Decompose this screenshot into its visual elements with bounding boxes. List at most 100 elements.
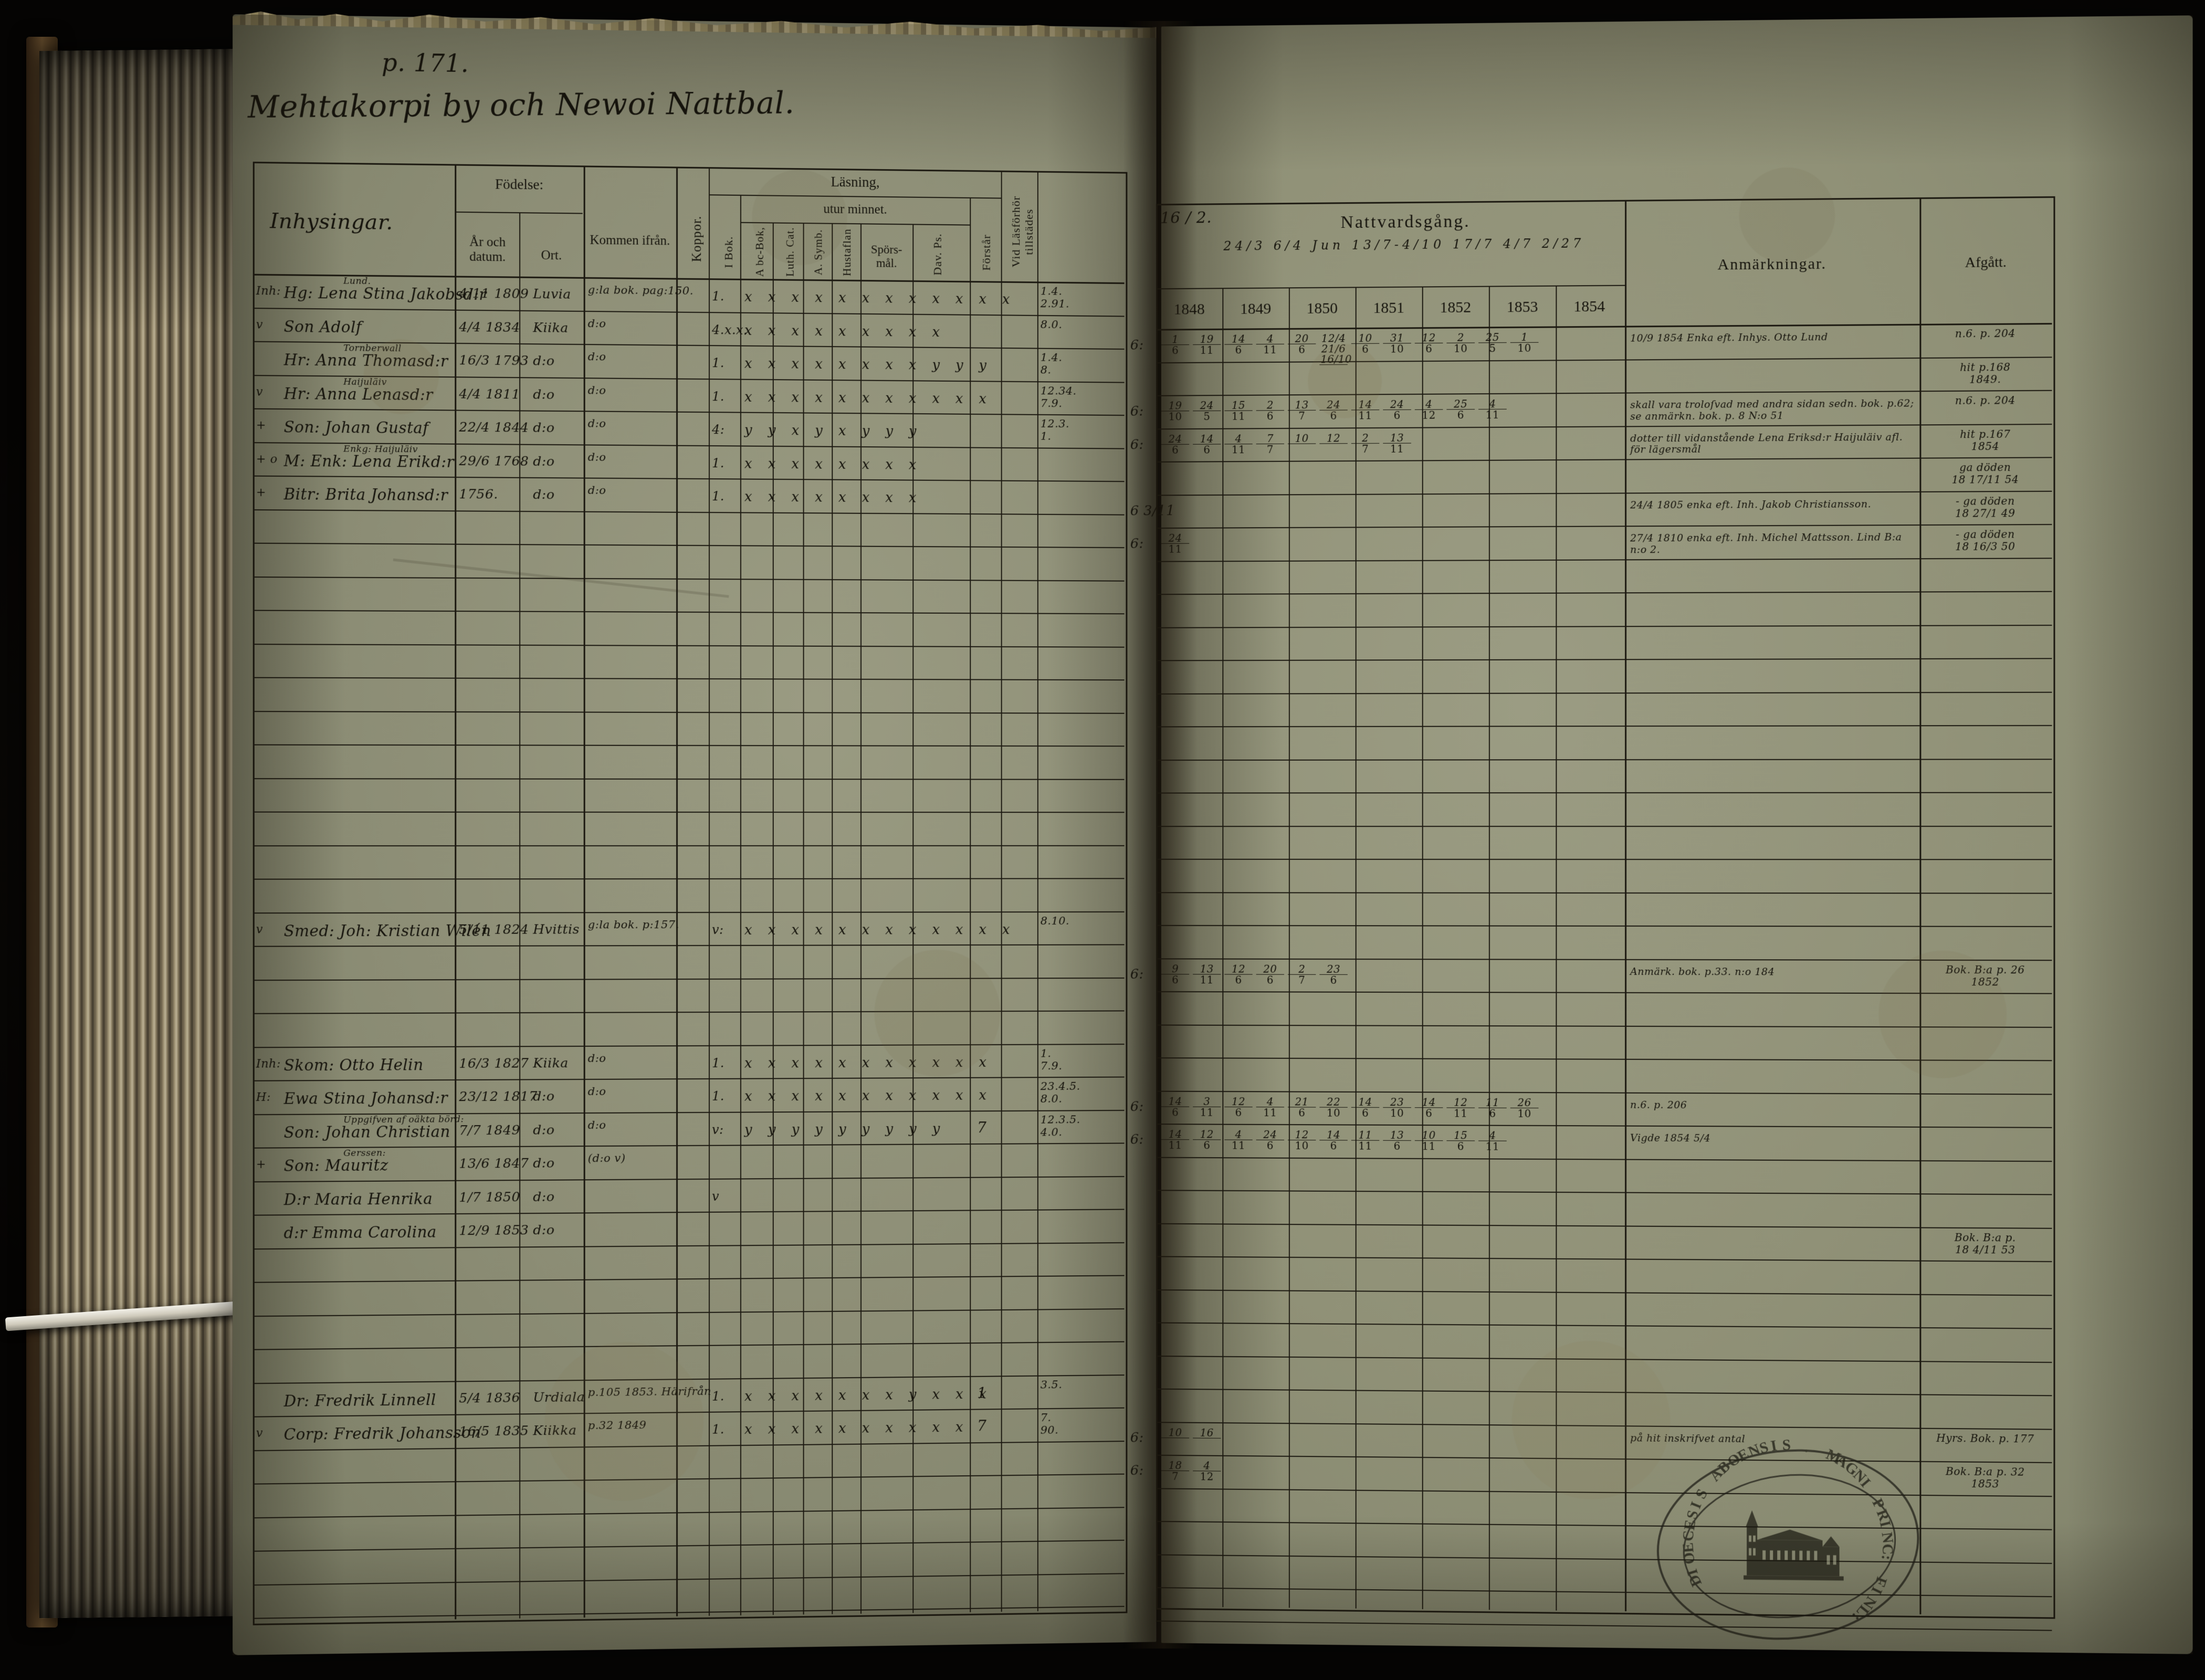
remark-text: Vigde 1854 5/4 [1630,1132,1711,1144]
birth-place: d:o [533,1189,555,1204]
communion-month: 6 [1457,408,1464,422]
communion-date: 12 6 [1224,962,1253,986]
communion-day: 13 [1287,398,1316,411]
communion-date: 25 5 [1478,331,1507,354]
stamp-ring-char: C [1878,1544,1896,1555]
communion-day: 14 [1161,1128,1190,1140]
communion-date: 12 6 [1224,1095,1253,1119]
communion-month: 12 [1200,1470,1214,1483]
communion-month: 11 [1422,1140,1436,1153]
communion-date: 11 6 [1478,1096,1507,1120]
communion-date: 20 6 [1287,332,1316,356]
remark-text: Anmärk. bok. p.33. n:o 184 [1630,965,1775,978]
person-name: d:r Emma Carolina [284,1223,437,1242]
year-header-row: 1848 1849 1850 1851 1852 1853 1854 [1161,15,2193,1611]
birth-date: 16/5 1835 [459,1423,529,1439]
communion-day: 20 [1256,962,1285,975]
communion-date: 15 11 [1224,399,1253,423]
communion-date: 24 6 [1383,398,1411,422]
in-book-value: 1. [711,1389,724,1404]
departed-text: - ga döden 18 16/3 50 [1955,528,2015,553]
communion-date: 26 10 [1510,1096,1539,1119]
header-hustaflan: Hustaflan [841,228,854,277]
communion-month: 6 [1235,343,1242,356]
communion-day: 4 [1224,1128,1253,1141]
communion-date: 14 6 [1193,432,1221,456]
communion-month: 7 [1172,1469,1179,1483]
communion-date: 24 6 [1161,433,1190,456]
communion-month: 7 [1266,443,1274,456]
communion-date: 31 10 [1383,331,1411,355]
communion-day: 25 [1478,331,1507,343]
communion-date: 25 6 [1446,397,1475,422]
person-name: Corp: Fredrik Johansson [284,1423,481,1444]
birth-date: 29/6 1768 [459,453,529,469]
communion-day: 1 [1510,331,1539,343]
reading-marks: y y x y x y y y [744,422,922,440]
communion-month: 6 [1425,342,1433,355]
row-prefix-mark: H: [256,1090,271,1104]
communion-date: 10 6 [1351,332,1380,355]
communion-day: 2 [1256,398,1285,411]
communion-day: 3 [1193,1095,1221,1107]
reading-marks: x x x x x x x x x x x [744,1054,992,1072]
year-header-1848: 1848 [1173,300,1205,318]
communion-date: 24 6 [1319,398,1348,422]
birth-place: Luvia [533,286,571,302]
birth-date: 22/4 1844 [459,419,529,435]
header-inhysingar: Inhysingar. [270,208,393,235]
communion-dates-note: 24/3 6/4 Jun 13/7-4/10 17/7 4/7 2/27 [1223,236,1585,254]
communion-day: 4 [1478,397,1507,410]
communion-month: 11 [1200,1106,1214,1119]
reading-marks: x x x x x x x y x x x [744,1385,992,1404]
birth-place: d:o [533,1121,555,1138]
communion-date: 24 6 [1256,1128,1285,1152]
page-block-fore-edge [39,48,260,1619]
header-utur-minnet: utur minnet. [823,202,887,217]
in-book-value: v: [711,1122,724,1137]
communion-day: 19 [1161,399,1190,412]
vid-lasforhor-value: 23.4.5. 8.0. [1040,1079,1080,1105]
reading-marks: x x x x x x x x [744,489,922,506]
cathedral-icon [1744,1510,1844,1581]
communion-date: 13 11 [1193,962,1221,986]
communion-day: 21 [1287,1095,1316,1108]
communion-bracket: 6: [1130,1463,1144,1479]
communion-month: 11 [1168,542,1182,555]
communion-day: 12 [1224,962,1253,975]
row-prefix-mark: + o [256,452,278,466]
communion-day: 31 [1383,331,1411,344]
remark-text: n.6. p. 206 [1630,1099,1687,1111]
communion-date: 10 [1161,1426,1190,1438]
stamp-ring-char: N [1878,1531,1897,1545]
in-book-value: 1. [711,1422,724,1437]
communion-month: 6 [1235,1106,1242,1119]
communion-month: 11 [1200,973,1214,986]
in-book-value: v: [711,922,724,937]
vid-lasforhor-value: 12.3. 1. [1040,417,1069,443]
communion-month: 6 [1489,1107,1496,1120]
forstar-value: 1 [977,1384,987,1402]
communion-bracket: 6: [1130,1131,1144,1148]
came-from: d:o [587,417,606,430]
communion-date: 13 11 [1383,431,1411,455]
in-book-value: 1. [711,289,724,304]
communion-date: 3 11 [1193,1095,1221,1119]
reading-marks: x x x x x x x x x x x x [744,289,1016,308]
birth-date: 12/9 1853 [459,1222,529,1238]
row-prefix-mark: Inh: [256,284,281,298]
came-from: d:o [587,350,606,363]
communion-day: 4 [1256,1095,1285,1108]
birth-place: Urdiala [533,1389,585,1405]
col-line-ibok [740,194,741,1615]
header-forstar: Förstår [979,234,993,271]
communion-month: 6 [1425,1106,1433,1119]
communion-date: 4 11 [1256,332,1285,356]
in-book-value: 1. [711,355,724,371]
reading-marks: x x x x x x x x x x x [744,1087,992,1105]
communion-month: 11 [1358,409,1372,422]
communion-day: 12 [1319,432,1348,444]
header-afgatt: Afgått. [1965,254,2007,271]
row-prefix-mark: v [256,385,263,399]
